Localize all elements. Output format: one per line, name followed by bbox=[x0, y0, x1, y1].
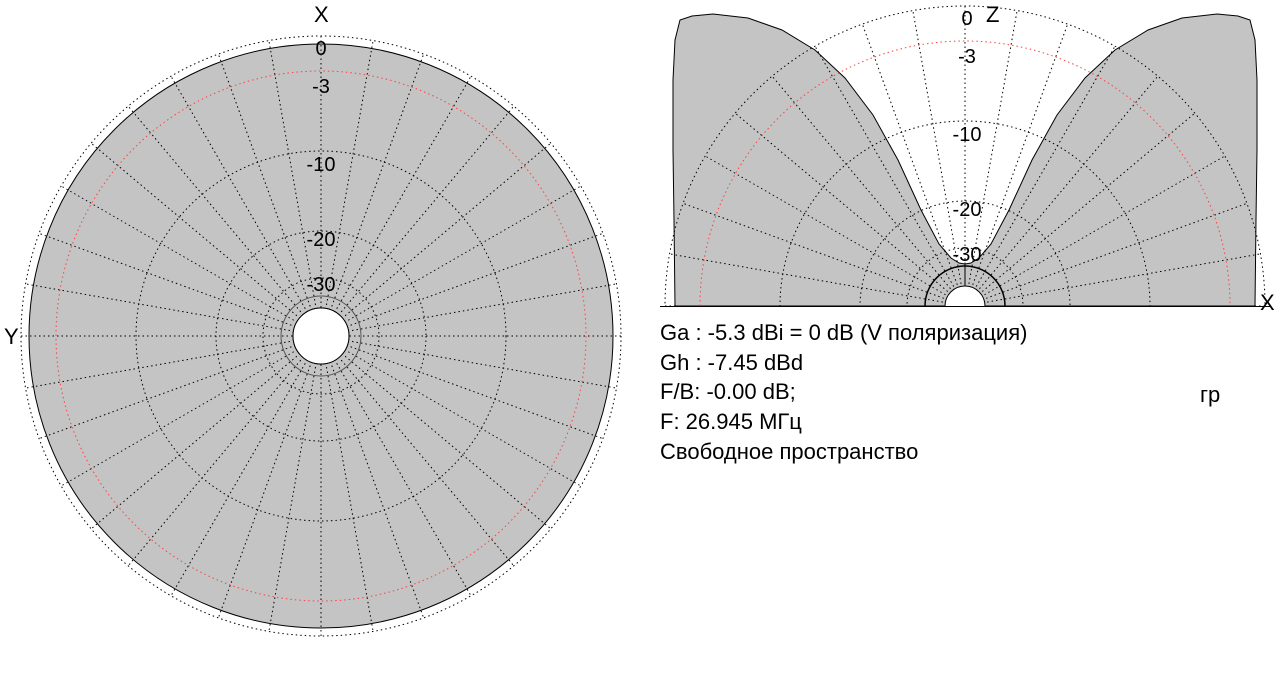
info-freq: F: 26.945 МГц bbox=[660, 407, 1027, 437]
right-axis-top: Z bbox=[986, 2, 999, 28]
right-polar-chart: Z X 0 -3 -10 -20 -30 bbox=[0, 0, 1280, 679]
right-ring-10: -10 bbox=[953, 124, 982, 147]
info-ga: Ga : -5.3 dBi = 0 dB (V поляризация) bbox=[660, 318, 1027, 348]
right-axis-right: X bbox=[1260, 290, 1275, 316]
info-gh: Gh : -7.45 dBd bbox=[660, 348, 1027, 378]
right-polar-svg bbox=[0, 0, 1280, 340]
info-fb: F/B: -0.00 dB; bbox=[660, 377, 1027, 407]
right-ring-20: -20 bbox=[953, 199, 982, 222]
info-env: Свободное пространство bbox=[660, 437, 1027, 467]
info-right-unit: гр bbox=[1200, 382, 1220, 408]
info-block: Ga : -5.3 dBi = 0 dB (V поляризация) Gh … bbox=[660, 318, 1027, 466]
right-ring-3: -3 bbox=[958, 46, 976, 69]
right-ring-30: -30 bbox=[953, 244, 982, 267]
right-ring-0: 0 bbox=[961, 8, 972, 31]
